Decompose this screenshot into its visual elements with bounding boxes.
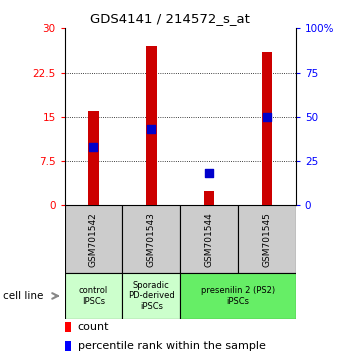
Text: GSM701543: GSM701543: [147, 212, 156, 267]
Bar: [146, 46, 156, 205]
Bar: [65, 205, 122, 273]
Text: GSM701544: GSM701544: [205, 212, 214, 267]
Bar: [65, 341, 71, 351]
Bar: [204, 190, 214, 205]
Point: [206, 171, 212, 176]
Text: control
IPSCs: control IPSCs: [79, 286, 108, 306]
Text: GSM701545: GSM701545: [262, 212, 271, 267]
Bar: [65, 322, 71, 332]
Bar: [262, 52, 272, 205]
Point: [264, 114, 270, 120]
Text: cell line: cell line: [3, 291, 44, 301]
Text: count: count: [78, 322, 109, 332]
Bar: [238, 205, 296, 273]
Bar: [122, 205, 180, 273]
Bar: [180, 205, 238, 273]
Point: [91, 144, 96, 150]
Bar: [122, 273, 180, 319]
Text: Sporadic
PD-derived
iPSCs: Sporadic PD-derived iPSCs: [128, 281, 175, 311]
Point: [149, 126, 154, 132]
Text: percentile rank within the sample: percentile rank within the sample: [78, 341, 266, 351]
Text: GDS4141 / 214572_s_at: GDS4141 / 214572_s_at: [90, 12, 250, 25]
Bar: [88, 111, 99, 205]
Text: presenilin 2 (PS2)
iPSCs: presenilin 2 (PS2) iPSCs: [201, 286, 275, 306]
Bar: [65, 273, 122, 319]
Bar: [180, 273, 296, 319]
Text: GSM701542: GSM701542: [89, 212, 98, 267]
